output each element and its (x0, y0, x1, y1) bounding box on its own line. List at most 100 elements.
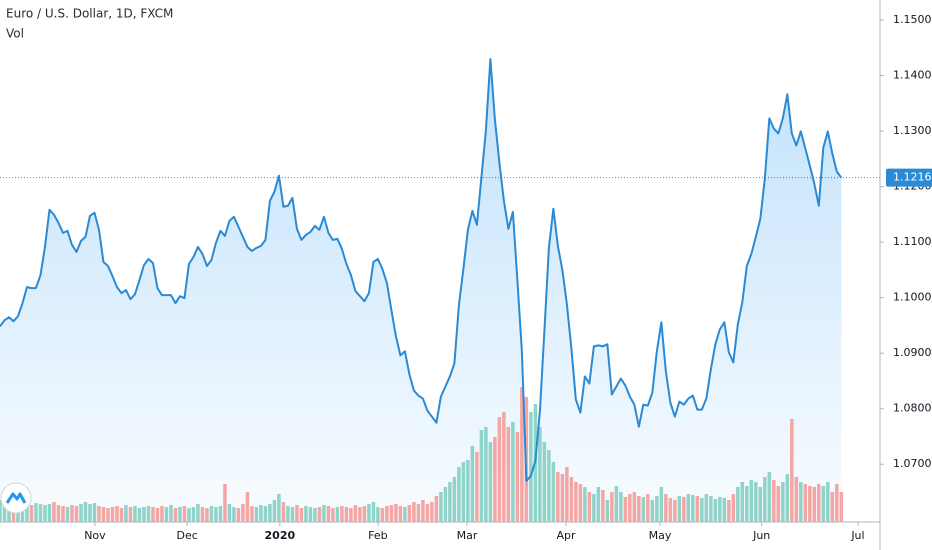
volume-bar (137, 508, 142, 522)
volume-bar (65, 507, 70, 522)
volume-bar (223, 484, 227, 522)
volume-bar (758, 487, 763, 522)
volume-bar (835, 484, 839, 522)
volume-bar (659, 487, 664, 522)
volume-bar (277, 494, 281, 522)
volume-bar (632, 492, 637, 522)
volume-bar (7, 506, 11, 522)
volume-bar (470, 446, 475, 522)
y-tick-label: 1.14000 (893, 69, 932, 82)
volume-bar (569, 477, 574, 522)
volume-bar (380, 508, 385, 522)
volume-bar (43, 505, 47, 522)
volume-bar (335, 507, 340, 522)
volume-bar (407, 505, 412, 522)
volume-bar (182, 506, 187, 522)
volume-bar (673, 500, 677, 522)
volume-bar (187, 508, 191, 522)
volume-bar (794, 477, 799, 522)
volume-bar (722, 498, 727, 522)
volume-bar (119, 508, 124, 522)
volume-bar (664, 494, 668, 522)
volume-bar (20, 506, 25, 522)
volume-bar (398, 506, 403, 522)
volume-bar (443, 487, 448, 522)
volume-bar (713, 499, 718, 522)
volume-bar (817, 484, 821, 522)
volume-bar (781, 482, 785, 522)
volume-bar (538, 427, 542, 522)
volume-bar (605, 500, 610, 522)
volume-bar (493, 437, 497, 522)
volume-bar (457, 467, 461, 522)
x-tick-label: Dec (177, 529, 198, 542)
y-tick-label: 1.09000 (893, 346, 932, 359)
volume-bar (421, 500, 425, 522)
volume-bar (461, 462, 466, 522)
x-tick-label: Jun (752, 529, 770, 542)
volume-bar (677, 496, 682, 522)
volume-bar (286, 506, 290, 522)
volume-bar (745, 486, 749, 522)
volume-bar (556, 472, 560, 522)
volume-bar (839, 492, 844, 522)
volume-bar (88, 504, 92, 522)
volume-bar (740, 482, 745, 522)
y-tick-label: 1.10000 (893, 291, 932, 304)
x-tick-label: May (649, 529, 672, 542)
x-tick-label: Feb (368, 529, 387, 542)
volume-bar (812, 487, 817, 522)
volume-bar (484, 427, 488, 522)
volume-bar (362, 506, 367, 522)
volume-bar (205, 508, 209, 522)
volume-bar (385, 506, 389, 522)
volume-bar (25, 504, 29, 522)
volume-bar (92, 503, 97, 522)
volume-bar (475, 452, 479, 522)
volume-bar (826, 482, 830, 522)
volume-bar (799, 482, 803, 522)
volume-bar (155, 508, 160, 522)
volume-bar (542, 442, 547, 522)
volume-bar (412, 502, 416, 522)
logo (0, 482, 32, 514)
last-price-label: 1.12162 (893, 171, 932, 184)
volume-bar (394, 504, 398, 522)
volume-bar (785, 474, 790, 522)
volume-bar (601, 490, 605, 522)
volume-bar (704, 494, 709, 522)
volume-bar (502, 412, 506, 522)
volume-bar (403, 507, 407, 522)
volume-bar (326, 506, 331, 522)
volume-bar (349, 508, 353, 522)
x-tick-label: Nov (84, 529, 106, 542)
volume-bar (583, 487, 587, 522)
volume-bar (344, 507, 349, 522)
volume-bar (34, 503, 38, 522)
volume-bar (160, 506, 164, 522)
last-price-box (886, 168, 932, 187)
volume-bar (70, 505, 74, 522)
price-line (0, 58, 843, 482)
volume-bar (236, 508, 241, 522)
volume-bar (115, 506, 119, 522)
volume-bar (317, 507, 322, 522)
volume-bar (259, 505, 263, 522)
volume-bar (587, 492, 592, 522)
volume-bar (313, 508, 317, 522)
volume-bar (452, 477, 457, 522)
volume-bar (646, 494, 650, 522)
volume-bar (830, 492, 835, 522)
volume-bar (61, 506, 65, 522)
volume-bar (682, 497, 686, 522)
volume-bar (709, 496, 713, 522)
volume-bar (389, 505, 394, 522)
x-tick-label: Mar (457, 529, 478, 542)
volume-bar (434, 496, 439, 522)
volume-bar (650, 500, 655, 522)
volume-bar (367, 504, 371, 522)
y-tick-label: 1.08000 (893, 402, 932, 415)
volume-bar (151, 507, 155, 522)
